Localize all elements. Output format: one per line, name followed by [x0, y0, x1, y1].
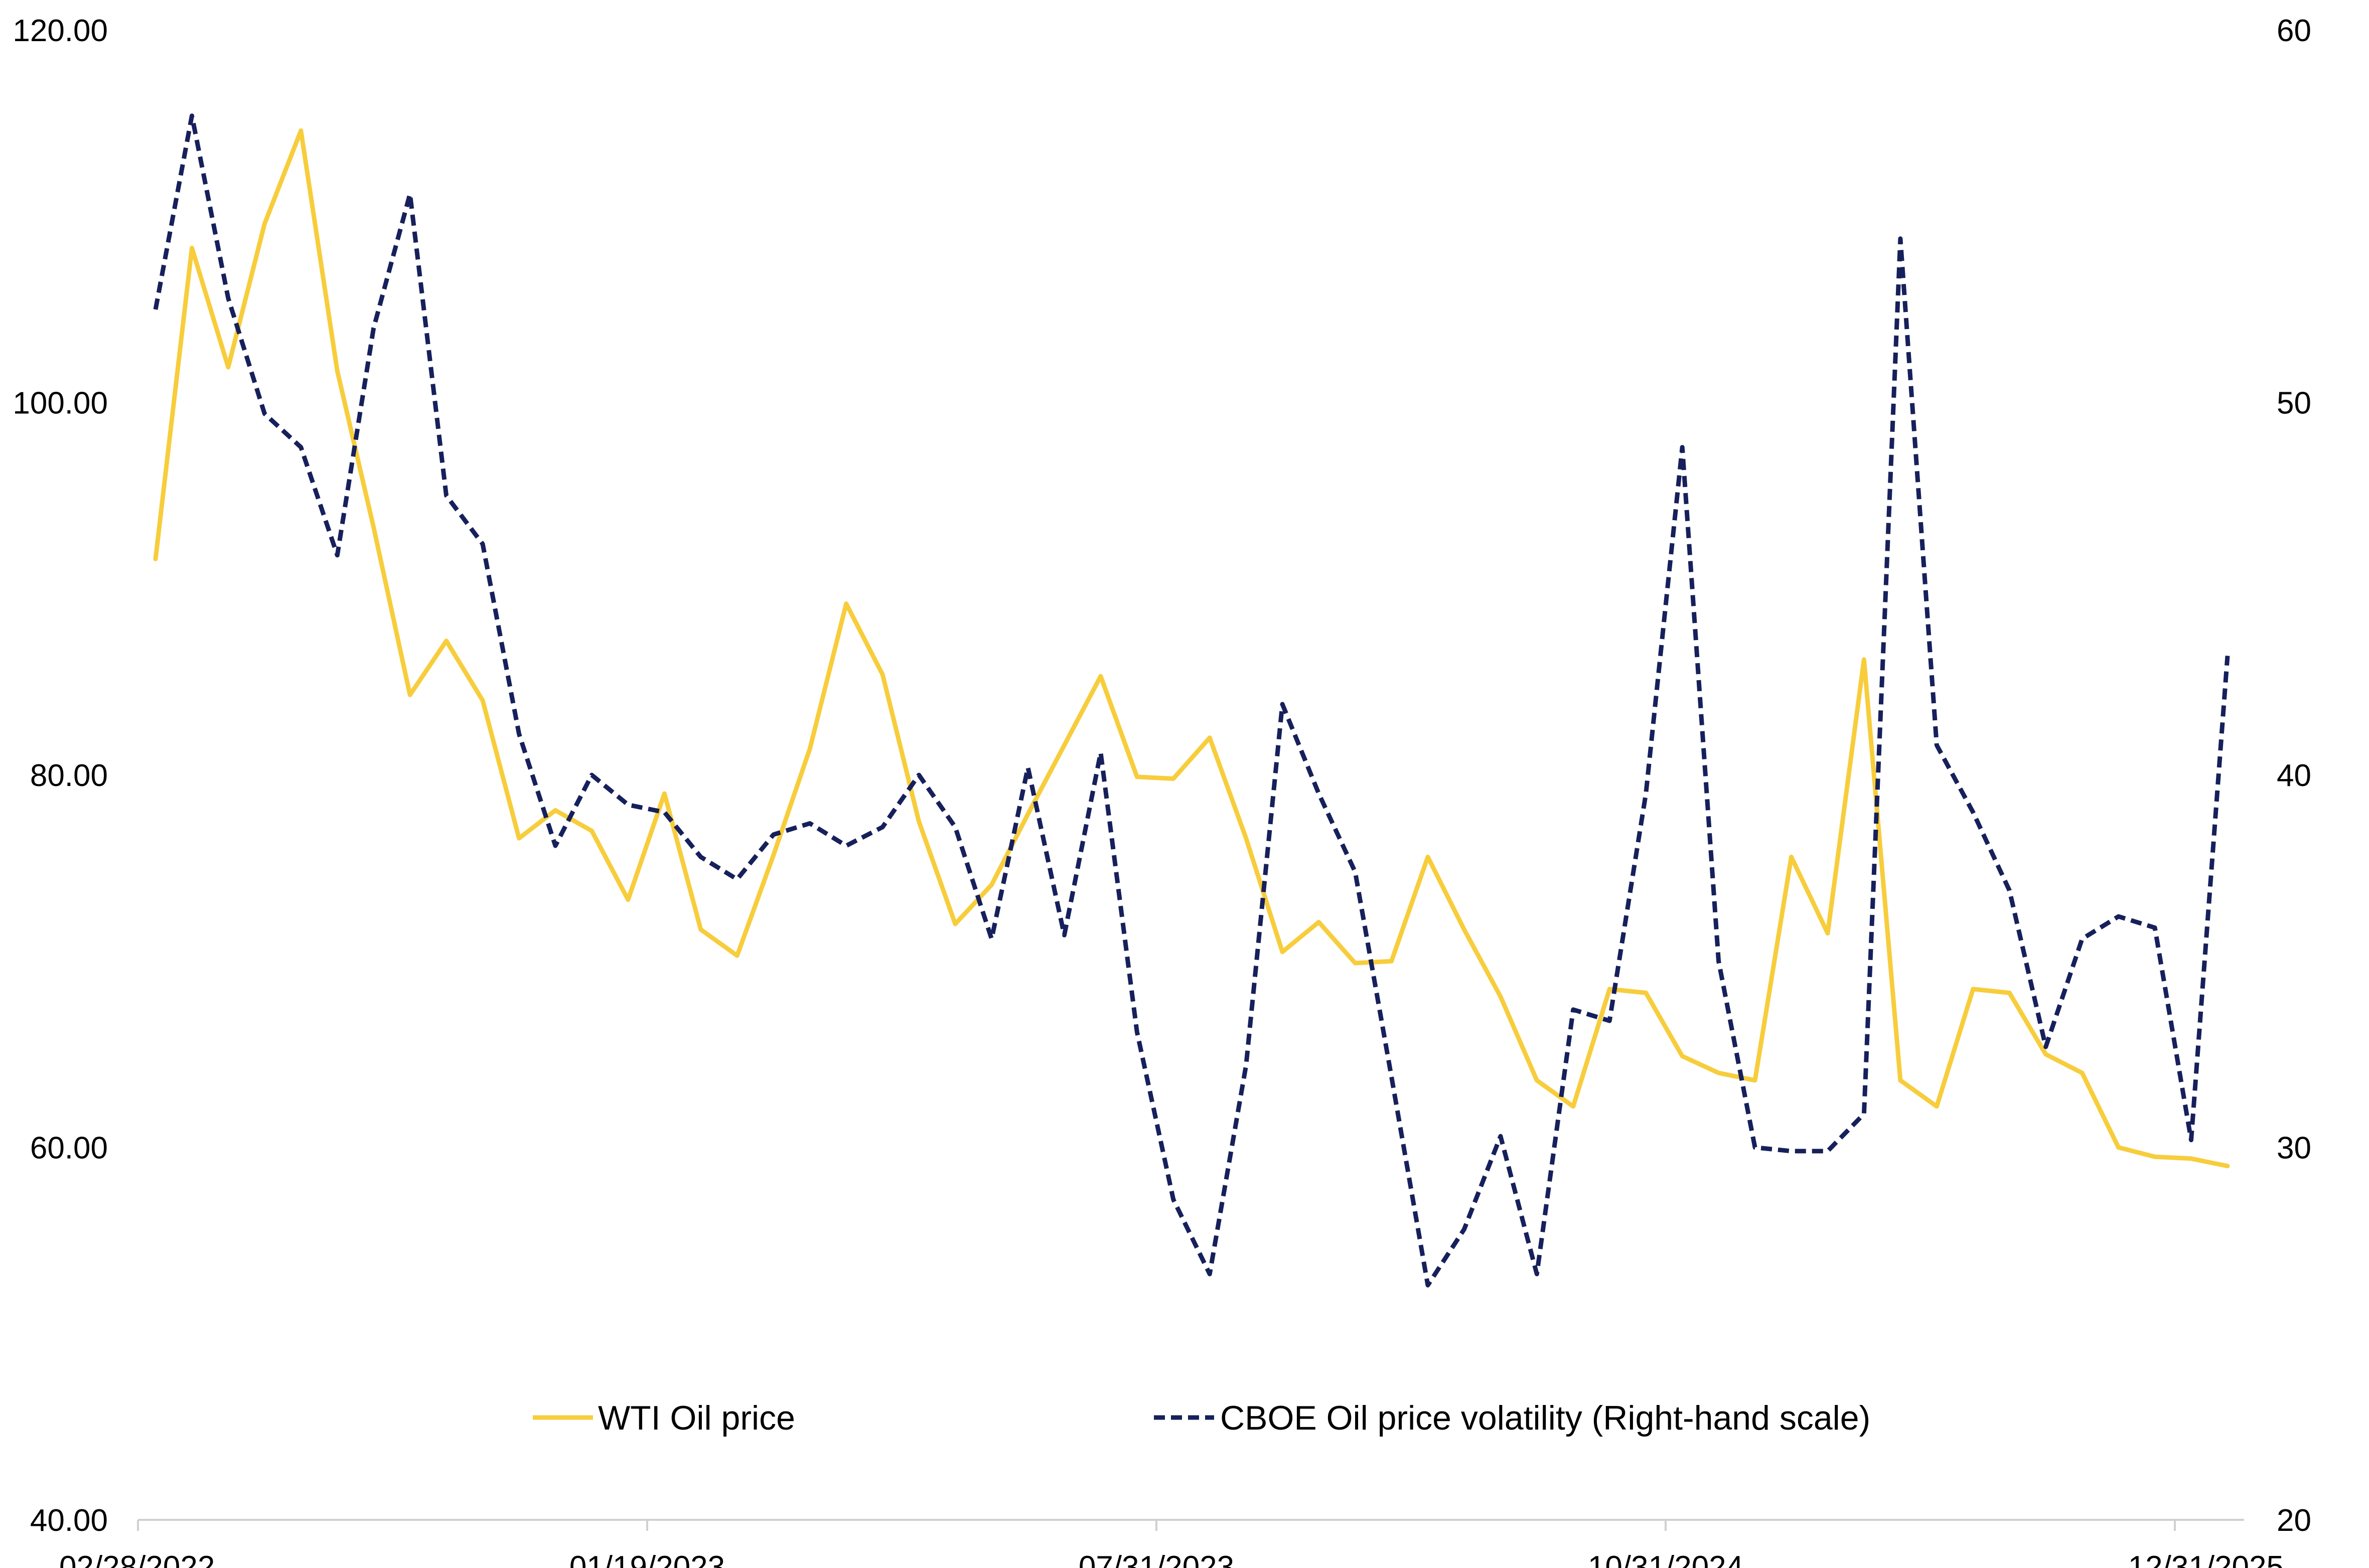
x-tick-label: 12/31/2025 [2128, 1550, 2284, 1568]
series-line-wti-oil-price [153, 128, 2230, 1169]
right-y-tick-label: 40 [2277, 758, 2311, 793]
left-y-tick-label: 80.00 [30, 758, 108, 793]
left-y-tick-label: 100.00 [13, 386, 108, 421]
series-line-cboe-oil-volatility [153, 113, 2230, 1288]
legend: WTI Oil price CBOE Oil price volatility … [533, 1399, 1870, 1437]
x-tick-label: 10/31/2024 [1588, 1550, 1743, 1568]
x-tick-label: 01/19/2023 [569, 1550, 725, 1568]
left-y-tick-label: 60.00 [30, 1131, 108, 1166]
x-axis-labels: 02/28/2022 01/19/2023 07/31/2023 10/31/2024… [59, 1550, 2284, 1568]
right-y-tick-label: 20 [2277, 1503, 2311, 1538]
left-y-tick-label: 40.00 [30, 1503, 108, 1538]
x-axis-ticks [137, 1520, 2176, 1531]
right-y-tick-label: 30 [2277, 1131, 2311, 1166]
x-tick-label: 07/31/2023 [1079, 1550, 1234, 1568]
legend-label-wti-oil-price: WTI Oil price [598, 1399, 795, 1437]
series-lines [153, 113, 2230, 1288]
right-y-tick-label: 60 [2277, 14, 2311, 48]
right-y-tick-label: 50 [2277, 386, 2311, 421]
legend-label-cboe-oil-volatility: CBOE Oil price volatility (Right-hand sc… [1220, 1399, 1870, 1437]
x-tick-label: 02/28/2022 [59, 1550, 215, 1568]
right-y-axis-labels: 20 30 40 50 60 [2277, 14, 2311, 1538]
left-y-axis-labels: 40.00 60.00 80.00 100.00 120.00 [13, 14, 108, 1538]
left-y-tick-label: 120.00 [13, 14, 108, 48]
